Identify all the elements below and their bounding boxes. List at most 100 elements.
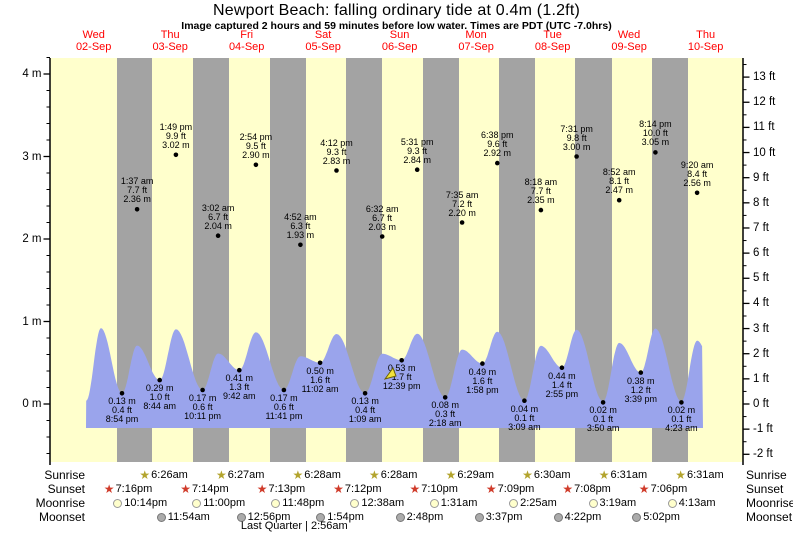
sunset-time: 7:14pm (191, 483, 229, 495)
tide-label-line: 2.36 m (123, 194, 151, 205)
tide-dot (559, 365, 565, 371)
tide-label-line: 0.02 m (667, 405, 696, 416)
moonrise-entry: 11:00pm (192, 497, 245, 510)
y-axis-left-label: 0 m (22, 398, 42, 410)
tide-label-high: 6:38 pm 9.6 ft 2.92 m (462, 131, 532, 158)
sunset-time: 7:10pm (421, 483, 458, 495)
tide-dot (253, 162, 259, 168)
sunset-time: 7:13pm (268, 483, 306, 495)
tide-label-high: 8:14 pm 10.0 ft 3.05 m (620, 120, 690, 147)
tide-label-line: 12:39 pm (382, 381, 421, 392)
tide-label-line: 0.17 m (270, 393, 298, 403)
tide-label-high: 1:37 am 7.7 ft 2.36 m (102, 177, 172, 204)
moonset-entry: 2:48pm (395, 511, 443, 524)
tide-dot (379, 234, 385, 239)
moonrise-time: 11:00pm (203, 497, 246, 509)
tide-label-line: 7.7 ft (127, 185, 148, 196)
tide-label-high: 9:20 am 8.4 ft 2.56 m (662, 160, 732, 188)
date-value: 07-Sep (458, 40, 494, 53)
tide-label-line: 2.84 m (403, 154, 431, 165)
y-axis-right-label: 2 ft (753, 347, 769, 360)
tide-label-low: 0.02 m 0.1 ft 3:50 am (568, 406, 638, 433)
moonset-circle-icon (474, 512, 484, 522)
tide-label-line: 1.6 ft (310, 374, 331, 385)
tide-dot (480, 361, 485, 366)
current-time-arrow-svg (383, 366, 397, 380)
tide-label-low: 0.38 m 1.2 ft 3:39 pm (606, 376, 676, 404)
sunrise-time: 6:28am (304, 469, 341, 481)
date-weekday: Thu (696, 29, 716, 41)
sunrise-time: 6:30am (533, 469, 571, 481)
tide-label-line: 1.6 ft (472, 375, 493, 386)
date-value: 03-Sep (152, 40, 188, 53)
tide-label-line: 2:18 am (428, 418, 462, 429)
tide-label-line: 2.92 m (483, 148, 512, 159)
sunset-star-icon: ★ (562, 482, 574, 496)
moonrise-circle-icon (350, 498, 360, 508)
tide-label-line: 0.29 m (145, 383, 174, 394)
moonrise-time: 11:48pm (282, 497, 325, 509)
sunrise-time: 6:31am (610, 469, 648, 481)
tide-label-line: 9.3 ft (407, 145, 428, 156)
moonrise-entry: 4:13am (667, 497, 716, 510)
date-label: Tue 08-Sep (515, 29, 591, 53)
date-label: Thu 03-Sep (132, 29, 208, 53)
sunset-star-icon: ★ (256, 482, 268, 496)
sunset-time: 7:06pm (650, 483, 688, 495)
tide-label-line: 5:31 pm (400, 136, 434, 147)
row-label-moonrise-left: Moonrise (35, 495, 85, 510)
tide-label-line: 10.0 ft (642, 128, 668, 139)
row-label-moonrise-right: Moonrise (746, 495, 793, 510)
tide-label-line: 9.5 ft (245, 140, 266, 151)
tide-label-low: 0.50 m 1.6 ft 11:02 am (285, 366, 355, 394)
tide-label-line: 8.1 ft (609, 176, 630, 187)
tide-label-line: 0.6 ft (273, 402, 294, 412)
tide-label-low: 0.08 m 0.3 ft 2:18 am (410, 401, 480, 428)
moonset-circle-icon (156, 512, 166, 522)
tide-dot (157, 377, 162, 383)
tide-dot (298, 242, 303, 248)
tide-label-line: 0.3 ft (435, 409, 456, 420)
moonrise-entry: 1:31am (429, 497, 477, 510)
tide-label-line: 8:54 pm (105, 414, 139, 425)
moonset-time: 1:54pm (327, 511, 364, 523)
y-axis-right-label: 7 ft (753, 221, 769, 234)
sunrise-star-icon: ★ (598, 468, 610, 482)
tide-label-line: 11:41 pm (265, 411, 303, 421)
sunset-entry: ★ 7:06pm (639, 483, 687, 496)
tide-label-low: 0.02 m 0.1 ft 4:23 am (646, 406, 716, 433)
sunset-entry: ★ 7:10pm (410, 483, 458, 496)
y-axis-right-label: -2 ft (753, 448, 773, 461)
date-value: 06-Sep (381, 40, 418, 53)
moonset-time: 11:54am (167, 511, 210, 523)
moonrise-time: 2:25am (520, 497, 557, 509)
moonset-entry: 12:56pm (236, 511, 290, 524)
tide-label-line: 0.08 m (431, 400, 459, 411)
tide-label-low: 0.29 m 1.0 ft 8:44 am (125, 384, 195, 411)
sunset-time: 7:09pm (497, 483, 535, 495)
tide-label-line: 2.56 m (683, 177, 711, 188)
moonset-time: 3:37pm (485, 511, 523, 523)
sunset-star-icon: ★ (103, 482, 115, 496)
moonrise-circle-icon (588, 498, 598, 508)
tide-label-line: 6.3 ft (290, 220, 311, 231)
tide-label-line: 0.53 m (387, 363, 416, 374)
row-label-moonset-right: Moonset (746, 509, 793, 524)
tide-dot (119, 391, 125, 396)
tide-label-high: 5:31 pm 9.3 ft 2.84 m (382, 136, 452, 165)
y-axis-right-label: -1 ft (753, 423, 773, 436)
tide-dot (459, 220, 465, 225)
sunrise-entry: ★ 6:31am (675, 469, 723, 482)
y-axis-right-label: 1 ft (753, 372, 769, 385)
sunrise-star-icon: ★ (445, 468, 457, 482)
tide-label-high: 8:18 am 7.7 ft 2.35 m (506, 178, 576, 205)
tide-dot (414, 167, 420, 172)
tide-dot (317, 360, 323, 366)
moonset-time: 4:22pm (564, 511, 602, 523)
date-weekday: Wed (617, 29, 641, 41)
tide-label-line: 3.05 m (641, 137, 670, 148)
moonset-circle-icon (236, 512, 246, 522)
moonset-entry: 4:22pm (553, 511, 602, 524)
tide-label-line: 3.00 m (562, 141, 591, 152)
